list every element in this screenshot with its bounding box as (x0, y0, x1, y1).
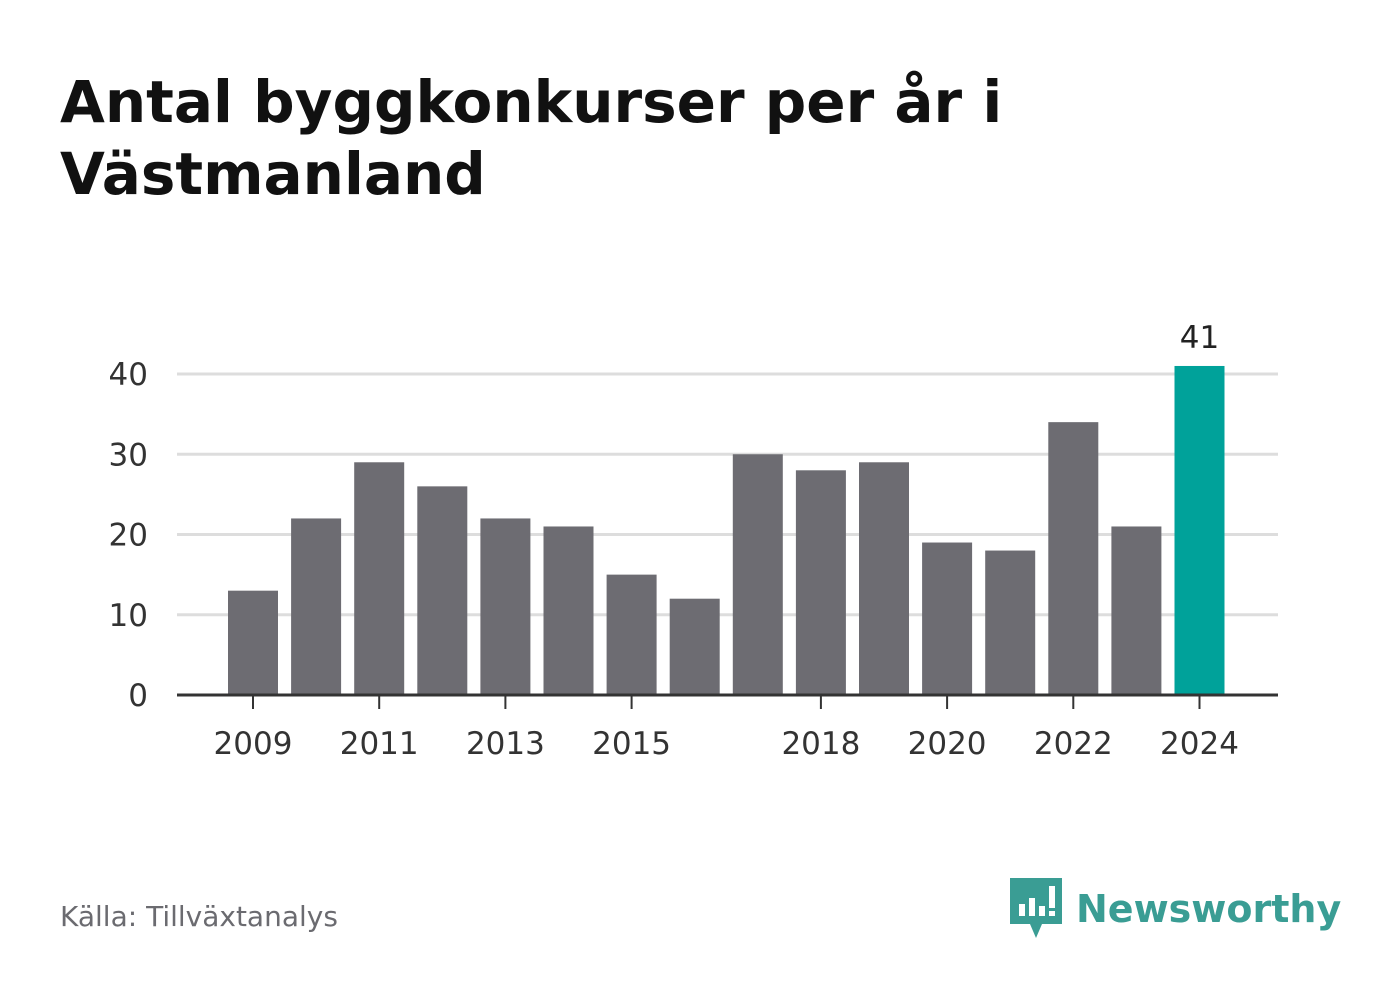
x-tick-label-2015: 2015 (592, 726, 671, 762)
bar-2021 (985, 550, 1036, 695)
x-tick-label-2013: 2013 (466, 726, 545, 762)
source-note: Källa: Tillväxtanalys (60, 900, 338, 933)
labels: 0 10 20 30 40 41 2009 2011 2013 2015 2018 2020 2022 2… (109, 320, 1239, 762)
bar-2018 (795, 470, 846, 695)
y-tick-label-20: 20 (109, 518, 148, 554)
bar-2012 (417, 486, 468, 695)
bar-2024 (1174, 365, 1225, 695)
bar-2009 (228, 590, 278, 695)
x-tick-label-2024: 2024 (1160, 726, 1239, 762)
bar-2014 (543, 526, 594, 695)
chart-title: Antal byggkonkurser per år i Västmanland (60, 68, 1003, 208)
brand-name: Newsworthy (1076, 887, 1342, 931)
y-tick-label-0: 0 (128, 678, 148, 714)
brand: Newsworthy (1010, 878, 1341, 940)
bar-2023 (1111, 526, 1162, 695)
x-tick-label-2018: 2018 (781, 726, 860, 762)
x-tick-label-2011: 2011 (340, 726, 419, 762)
y-tick-label-30: 30 (109, 437, 148, 473)
x-tick-label-2020: 2020 (908, 726, 987, 762)
bar-2019 (859, 462, 909, 695)
bar-2010 (291, 518, 342, 695)
bar-2022 (1048, 422, 1099, 695)
y-tick-label-40: 40 (109, 357, 148, 393)
data-label-2024: 41 (1180, 320, 1219, 356)
y-tick-label-10: 10 (109, 598, 148, 634)
bar-2011 (354, 462, 405, 695)
bar-2015 (606, 574, 657, 695)
newsworthy-logo-icon (1010, 878, 1062, 938)
bars (228, 365, 1225, 695)
bar-2017 (732, 454, 783, 695)
axes (177, 693, 1278, 709)
x-tick-label-2009: 2009 (214, 726, 293, 762)
bar-2013 (480, 518, 531, 695)
bar-2016 (669, 598, 720, 695)
bar-2020 (922, 542, 973, 695)
x-tick-label-2022: 2022 (1034, 726, 1113, 762)
